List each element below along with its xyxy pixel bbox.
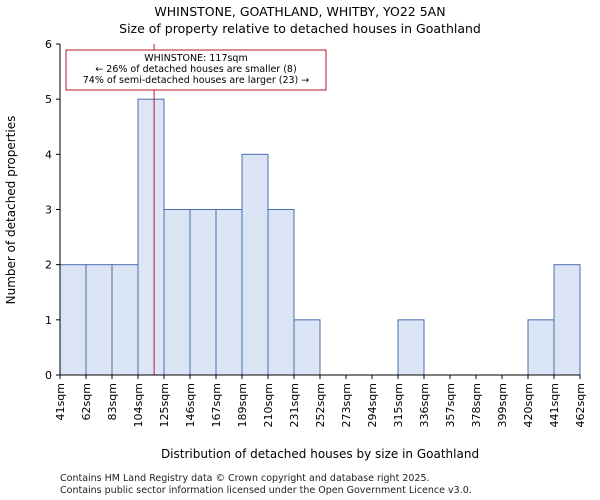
y-tick-label-4: 4 [45, 148, 52, 161]
y-tick-label-2: 2 [45, 259, 52, 272]
y-tick-label-0: 0 [45, 369, 52, 382]
footer-licence: Contains public sector information licen… [60, 485, 472, 496]
histogram-chart: 0 1 2 3 4 5 6 41sqm 62sqm 83sqm 104sqm 125sqm 146sqm… [4, 38, 587, 461]
x-tick-label-252sqm: 252sqm [314, 383, 327, 427]
x-tick-label-357sqm: 357sqm [444, 383, 457, 427]
x-tick-label-62sqm: 62sqm [80, 383, 93, 420]
y-tick-label-1: 1 [45, 314, 52, 327]
x-tick-label-189sqm: 189sqm [236, 383, 249, 427]
chart-subtitle: Size of property relative to detached ho… [119, 21, 481, 36]
x-tick-label-378sqm: 378sqm [470, 383, 483, 427]
annotation-smaller-text: ← 26% of detached houses are smaller (8) [95, 64, 296, 75]
y-tick-label-5: 5 [45, 93, 52, 106]
annotation-box [65, 49, 327, 91]
histogram-bar-441sqm [553, 264, 581, 376]
chart-title: WHINSTONE, GOATHLAND, WHITBY, YO22 5AN [154, 4, 446, 19]
x-tick-label-420sqm: 420sqm [522, 383, 535, 427]
x-tick-label-399sqm: 399sqm [496, 383, 509, 427]
y-axis-label: Number of detached properties [4, 116, 18, 305]
histogram-bar-41sqm [59, 264, 87, 376]
histogram-bar-315sqm [397, 319, 425, 376]
x-tick-label-231sqm: 231sqm [288, 383, 301, 427]
x-tick-label-441sqm: 441sqm [548, 383, 561, 427]
x-tick-label-83sqm: 83sqm [106, 383, 119, 420]
x-tick-label-462sqm: 462sqm [574, 383, 587, 427]
histogram-bar-83sqm [111, 264, 139, 376]
x-tick-label-210sqm: 210sqm [262, 383, 275, 427]
x-tick-label-294sqm: 294sqm [366, 383, 379, 427]
histogram-bar-189sqm [241, 153, 269, 376]
x-tick-label-273sqm: 273sqm [340, 383, 353, 427]
footer-copyright: Contains HM Land Registry data © Crown c… [60, 473, 430, 484]
x-tick-label-146sqm: 146sqm [184, 383, 197, 427]
histogram-bar-146sqm [189, 209, 217, 376]
histogram-bar-167sqm [215, 209, 243, 376]
x-tick-label-336sqm: 336sqm [418, 383, 431, 427]
x-tick-label-167sqm: 167sqm [210, 383, 223, 427]
x-tick-label-315sqm: 315sqm [392, 383, 405, 427]
y-tick-label-6: 6 [45, 38, 52, 51]
histogram-bar-104sqm [137, 98, 165, 376]
histogram-bar-420sqm [527, 319, 555, 376]
x-tick-label-125sqm: 125sqm [158, 383, 171, 427]
histogram-bar-210sqm [267, 209, 295, 376]
histogram-bar-62sqm [85, 264, 113, 376]
y-tick-label-3: 3 [45, 204, 52, 217]
x-tick-label-41sqm: 41sqm [54, 383, 67, 420]
x-tick-label-104sqm: 104sqm [132, 383, 145, 427]
histogram-bar-125sqm [163, 209, 191, 376]
x-axis-label: Distribution of detached houses by size … [161, 447, 479, 461]
annotation-larger-text: 74% of semi-detached houses are larger (… [83, 75, 310, 86]
histogram-bar-231sqm [293, 319, 321, 376]
annotation-title: WHINSTONE: 117sqm [144, 53, 247, 64]
